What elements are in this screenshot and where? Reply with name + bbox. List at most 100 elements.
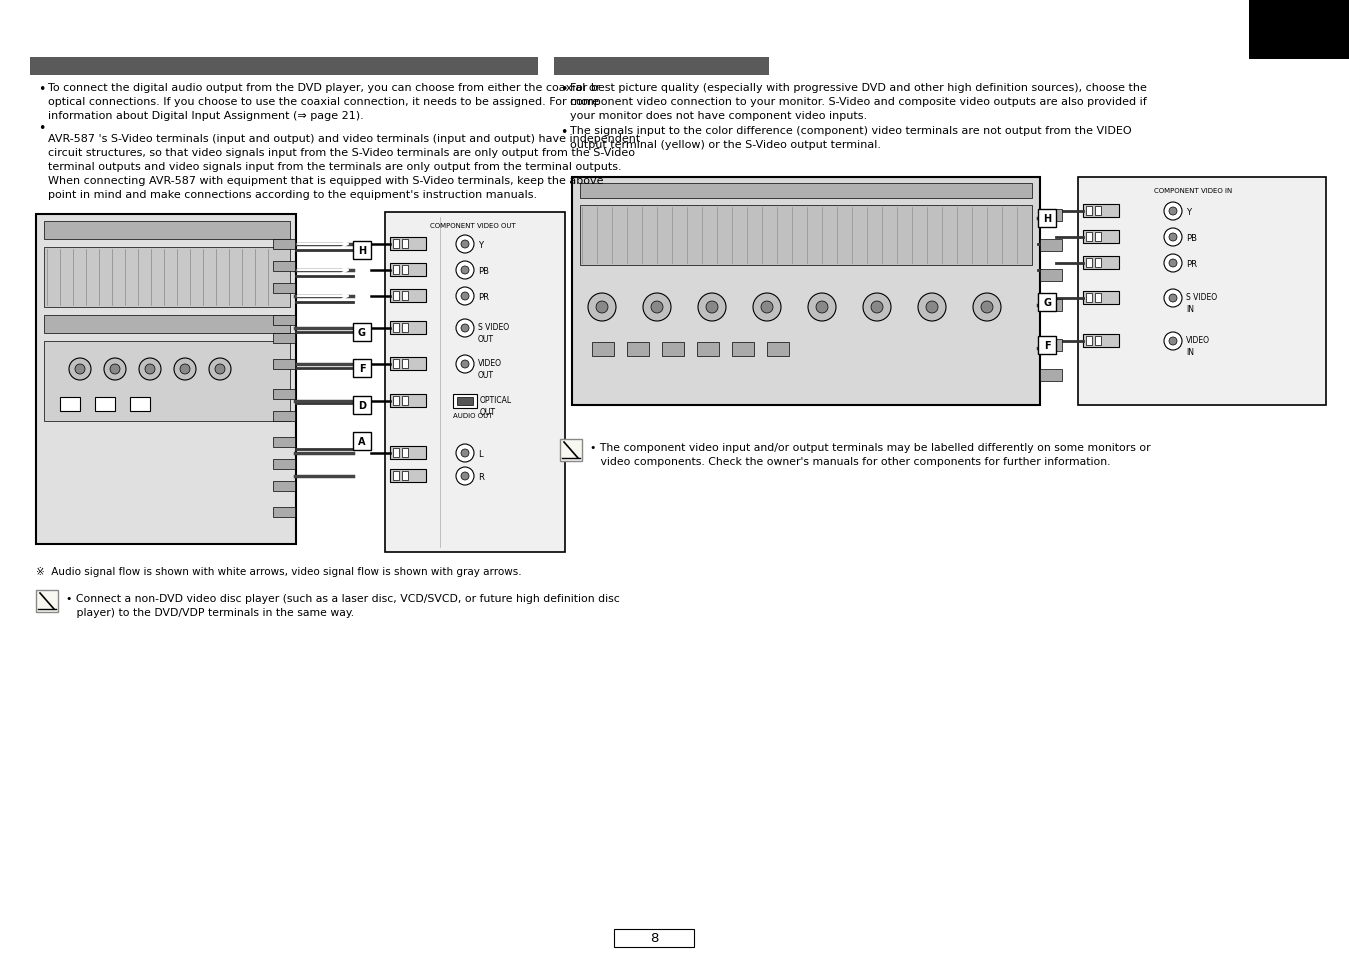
Circle shape bbox=[104, 358, 125, 380]
Bar bbox=[45, 315, 290, 334]
Bar bbox=[36, 214, 295, 544]
Text: S VIDEO
IN: S VIDEO IN bbox=[1186, 293, 1217, 314]
Text: ※  Audio signal flow is shown with white arrows, video signal flow is shown with: ※ Audio signal flow is shown with white … bbox=[36, 566, 522, 577]
Bar bbox=[1078, 178, 1326, 406]
Circle shape bbox=[461, 241, 469, 249]
Bar bbox=[1095, 207, 1101, 215]
Bar bbox=[1083, 256, 1120, 270]
Bar bbox=[353, 433, 371, 451]
Bar bbox=[1095, 294, 1101, 303]
Circle shape bbox=[1170, 260, 1176, 268]
Bar bbox=[393, 359, 399, 369]
Text: COMPONENT VIDEO OUT: COMPONENT VIDEO OUT bbox=[430, 223, 515, 229]
Bar bbox=[272, 481, 295, 492]
Circle shape bbox=[1164, 203, 1182, 221]
Circle shape bbox=[461, 450, 469, 457]
Bar bbox=[402, 266, 407, 274]
Bar bbox=[393, 240, 399, 249]
Circle shape bbox=[144, 365, 155, 375]
Bar bbox=[1040, 299, 1062, 312]
Bar bbox=[390, 470, 426, 482]
Bar bbox=[393, 266, 399, 274]
Text: PR: PR bbox=[478, 293, 488, 302]
Text: To connect the digital audio output from the DVD player, you can choose from eit: To connect the digital audio output from… bbox=[49, 83, 600, 121]
Circle shape bbox=[1170, 208, 1176, 215]
Bar bbox=[393, 292, 399, 301]
Bar bbox=[130, 397, 150, 412]
Bar bbox=[402, 359, 407, 369]
Circle shape bbox=[697, 294, 726, 322]
Bar bbox=[1083, 231, 1120, 244]
Bar bbox=[457, 397, 473, 406]
Bar bbox=[390, 290, 426, 303]
Bar bbox=[36, 590, 58, 613]
Text: G: G bbox=[1043, 297, 1051, 308]
Circle shape bbox=[808, 294, 836, 322]
Bar bbox=[1040, 370, 1062, 381]
Circle shape bbox=[214, 365, 225, 375]
Circle shape bbox=[461, 360, 469, 369]
Bar bbox=[393, 396, 399, 406]
Bar bbox=[272, 507, 295, 517]
Circle shape bbox=[863, 294, 890, 322]
Bar bbox=[402, 324, 407, 333]
Text: AVR-587 's S-Video terminals (input and output) and video terminals (input and o: AVR-587 's S-Video terminals (input and … bbox=[49, 133, 641, 200]
Bar bbox=[733, 343, 754, 356]
Circle shape bbox=[111, 365, 120, 375]
Circle shape bbox=[753, 294, 781, 322]
Text: 8: 8 bbox=[650, 931, 658, 944]
Bar bbox=[1249, 0, 1349, 60]
Bar bbox=[45, 222, 290, 240]
Bar bbox=[402, 396, 407, 406]
Bar bbox=[393, 472, 399, 480]
Text: COMPONENT VIDEO IN: COMPONENT VIDEO IN bbox=[1153, 188, 1232, 193]
Bar bbox=[1086, 207, 1091, 215]
Text: •: • bbox=[38, 83, 46, 96]
Circle shape bbox=[456, 262, 473, 280]
Text: • Connect a non-DVD video disc player (such as a laser disc, VCD/SVCD, or future: • Connect a non-DVD video disc player (s… bbox=[66, 594, 619, 618]
Text: For best picture quality (especially with progressive DVD and other high definit: For best picture quality (especially wit… bbox=[571, 83, 1147, 121]
Bar bbox=[393, 449, 399, 457]
Bar bbox=[580, 184, 1032, 199]
Circle shape bbox=[76, 365, 85, 375]
Circle shape bbox=[816, 302, 828, 314]
Bar bbox=[1095, 336, 1101, 346]
Bar bbox=[768, 343, 789, 356]
Bar bbox=[1086, 258, 1091, 268]
Text: PR: PR bbox=[1186, 260, 1197, 269]
Bar bbox=[560, 439, 581, 461]
Text: F: F bbox=[359, 364, 366, 374]
Bar bbox=[353, 242, 371, 260]
Text: VIDEO
OUT: VIDEO OUT bbox=[478, 358, 502, 379]
Bar bbox=[272, 334, 295, 344]
Bar bbox=[453, 395, 478, 409]
Circle shape bbox=[456, 468, 473, 485]
Circle shape bbox=[69, 358, 90, 380]
Circle shape bbox=[1164, 333, 1182, 351]
Circle shape bbox=[1164, 254, 1182, 273]
Bar bbox=[1040, 240, 1062, 252]
Bar bbox=[384, 213, 565, 553]
Circle shape bbox=[706, 302, 718, 314]
Bar bbox=[402, 449, 407, 457]
Bar bbox=[45, 248, 290, 308]
Bar bbox=[1095, 233, 1101, 242]
Text: • The component video input and/or output terminals may be labelled differently : • The component video input and/or outpu… bbox=[590, 442, 1151, 467]
Bar bbox=[1037, 336, 1056, 355]
Bar bbox=[1037, 210, 1056, 228]
Text: PB: PB bbox=[1186, 233, 1197, 243]
Circle shape bbox=[981, 302, 993, 314]
Text: OPTICAL
OUT: OPTICAL OUT bbox=[480, 395, 513, 416]
Bar bbox=[627, 343, 649, 356]
Circle shape bbox=[596, 302, 608, 314]
Bar bbox=[353, 359, 371, 377]
Bar bbox=[554, 58, 769, 76]
Circle shape bbox=[925, 302, 938, 314]
Text: S VIDEO
OUT: S VIDEO OUT bbox=[478, 323, 509, 344]
Bar bbox=[390, 447, 426, 459]
Bar bbox=[1083, 205, 1120, 218]
Bar bbox=[272, 240, 295, 250]
Bar bbox=[1086, 233, 1091, 242]
Bar bbox=[1040, 270, 1062, 282]
Bar bbox=[59, 397, 80, 412]
